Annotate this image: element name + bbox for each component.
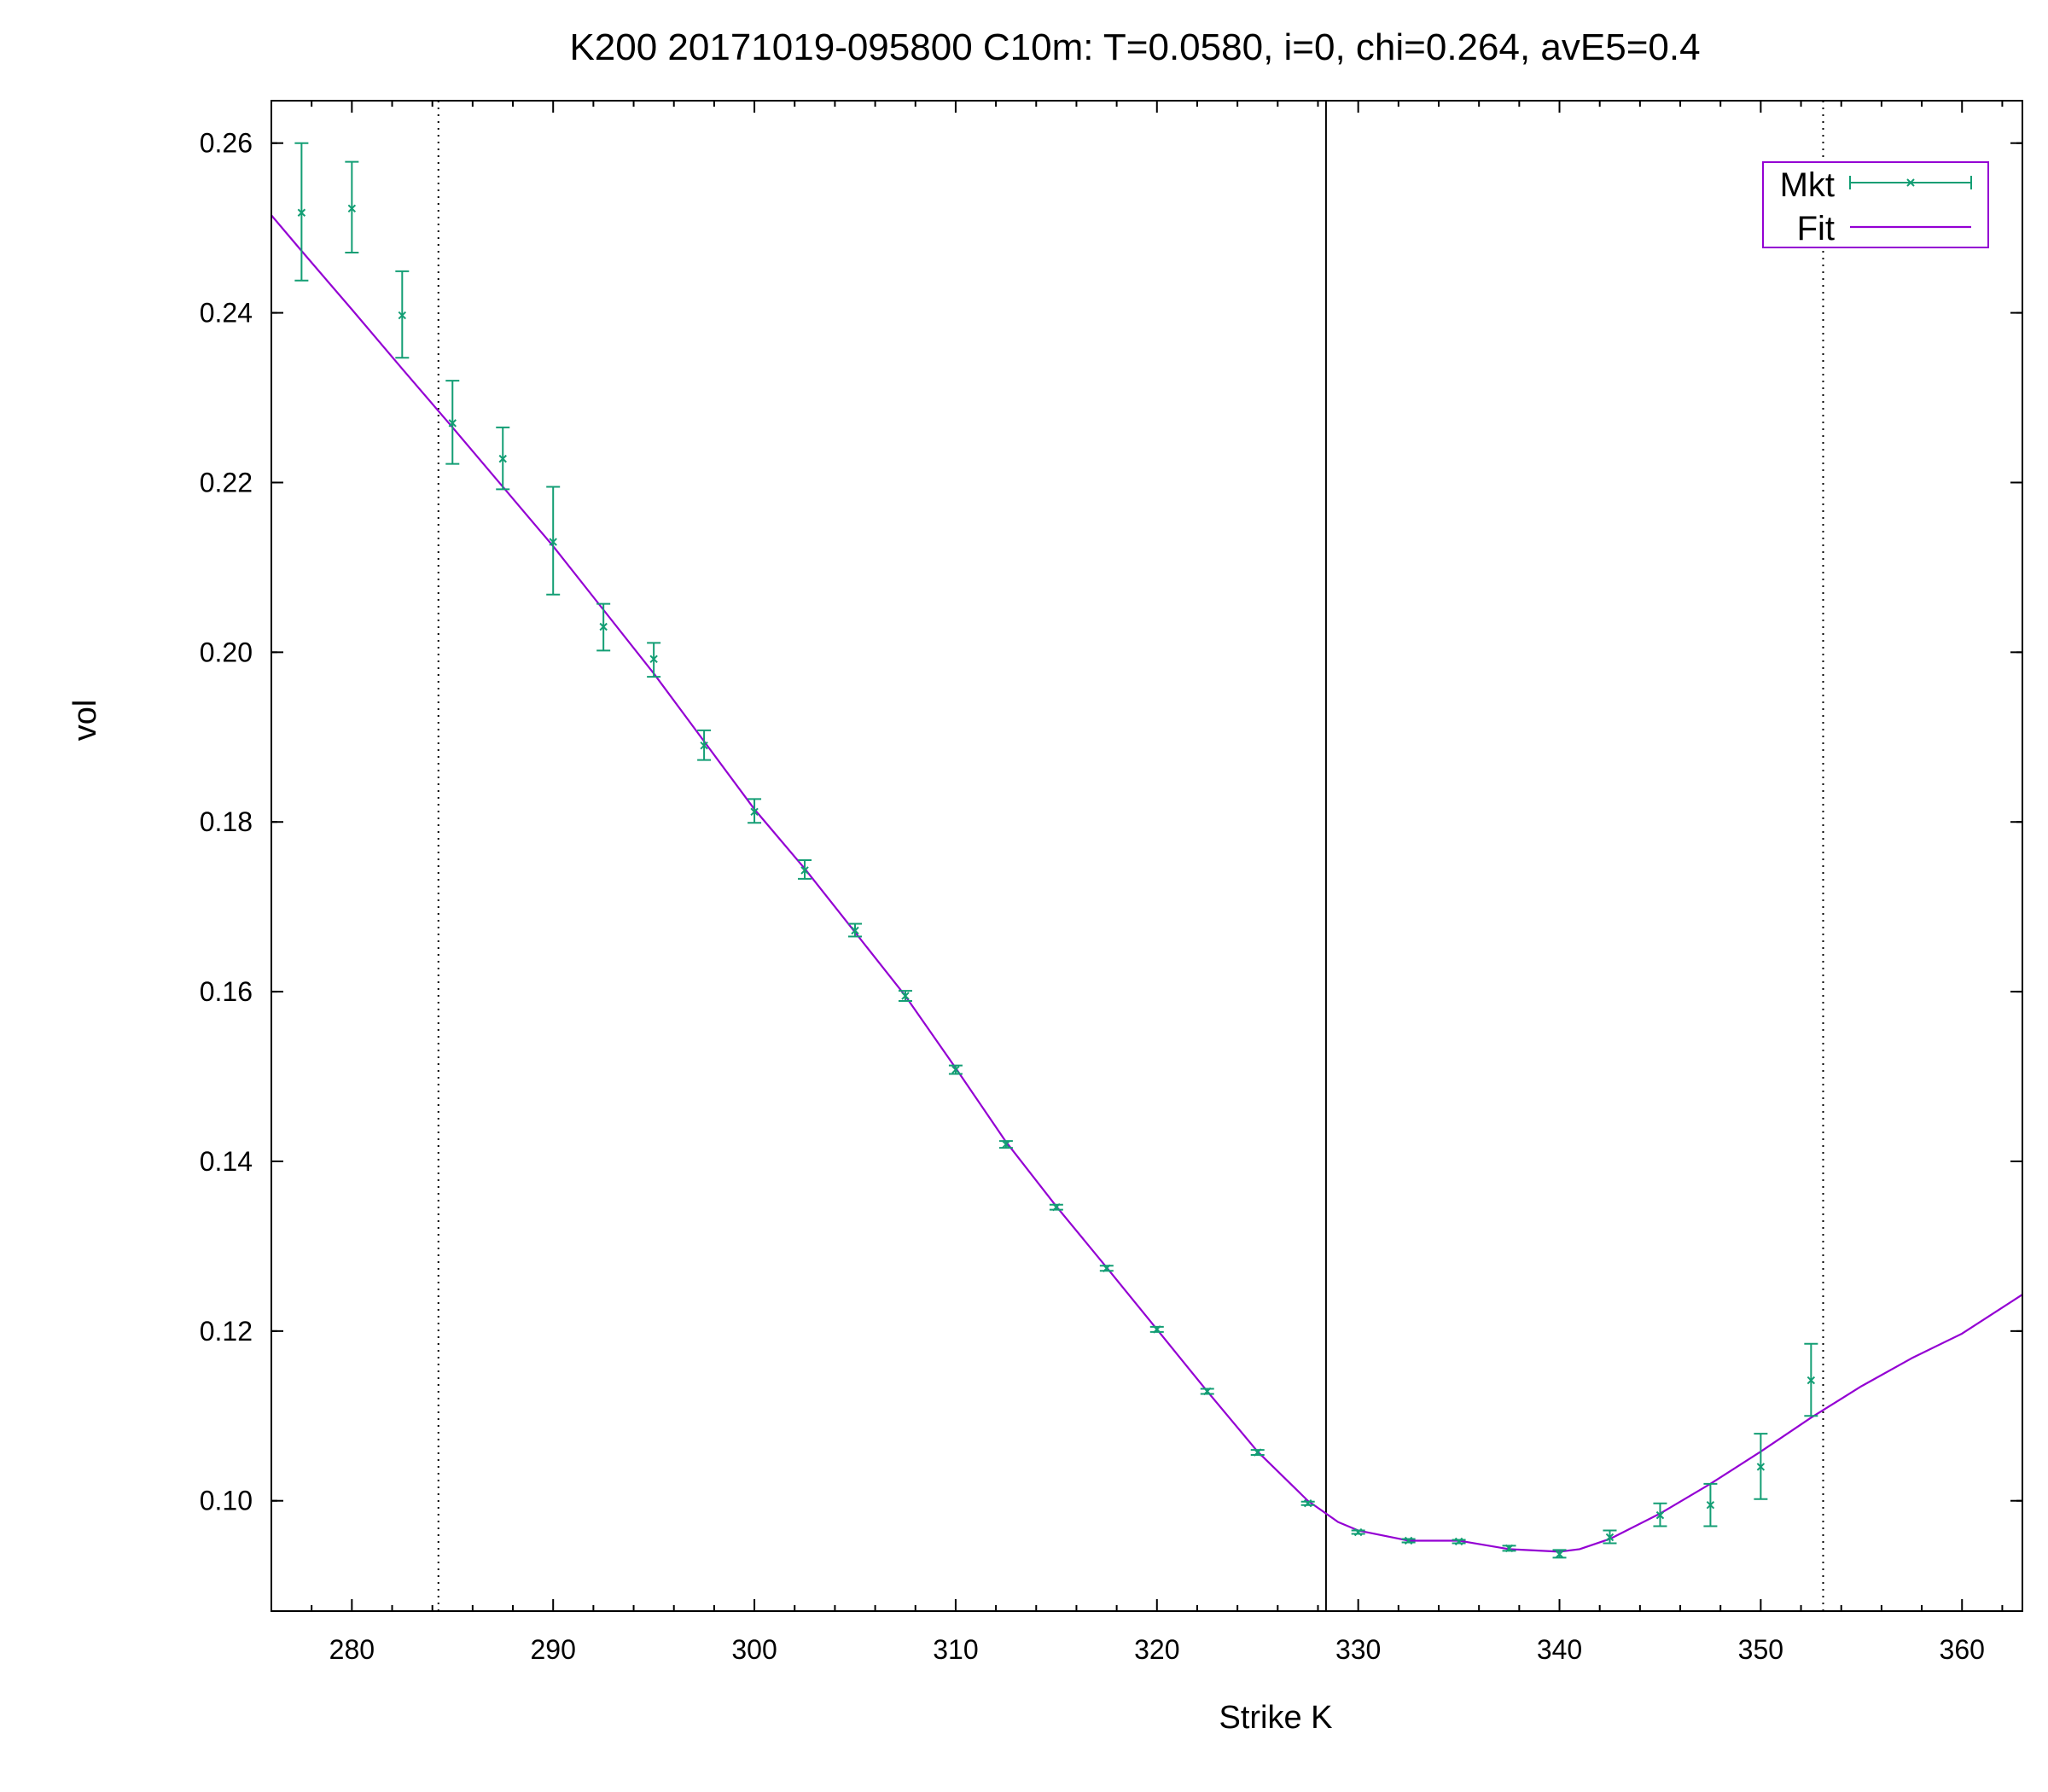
fit-line (271, 214, 2023, 1553)
mkt-point-14 (998, 1140, 1013, 1149)
x-tick-label-4: 320 (1134, 1634, 1179, 1665)
mkt-marker-17 (1153, 1325, 1161, 1334)
mkt-point-2 (395, 270, 410, 359)
legend-mkt-marker (1906, 178, 1915, 187)
mkt-point-28 (1703, 1482, 1718, 1527)
mkt-point-0 (294, 142, 309, 282)
mkt-marker-15 (1052, 1202, 1061, 1212)
mkt-marker-6 (599, 622, 608, 631)
x-tick-label-7: 350 (1738, 1634, 1783, 1665)
mkt-marker-12 (901, 992, 910, 1000)
x-tick-label-3: 310 (933, 1634, 978, 1665)
mkt-point-27 (1653, 1502, 1667, 1527)
mkt-marker-21 (1353, 1527, 1363, 1537)
mkt-point-20 (1300, 1499, 1315, 1508)
mkt-point-25 (1552, 1549, 1567, 1559)
mkt-point-12 (898, 990, 912, 1003)
mkt-marker-23 (1454, 1537, 1463, 1546)
y-tick-label-6: 0.22 (200, 467, 253, 497)
mkt-point-21 (1351, 1527, 1365, 1537)
mkt-point-5 (546, 486, 561, 596)
mkt-marker-10 (800, 866, 809, 875)
mkt-point-6 (596, 602, 611, 652)
mkt-point-10 (798, 858, 812, 880)
mkt-marker-11 (851, 926, 859, 935)
mkt-point-1 (345, 160, 359, 253)
x-tick-label-1: 290 (531, 1634, 576, 1665)
x-tick-label-2: 300 (731, 1634, 777, 1665)
mkt-point-7 (647, 642, 661, 678)
mkt-point-29 (1754, 1433, 1768, 1500)
mkt-marker-28 (1706, 1500, 1715, 1510)
mkt-point-22 (1401, 1536, 1416, 1545)
y-tick-label-1: 0.12 (200, 1316, 253, 1347)
mkt-marker-3 (448, 419, 457, 428)
mkt-point-9 (748, 798, 762, 824)
x-tick-label-8: 360 (1940, 1634, 1985, 1665)
mkt-marker-2 (398, 311, 407, 320)
mkt-marker-20 (1303, 1499, 1312, 1508)
mkt-marker-27 (1655, 1510, 1665, 1520)
y-tick-label-3: 0.16 (200, 976, 253, 1007)
mkt-point-17 (1149, 1325, 1164, 1334)
axis-ticks (271, 101, 2022, 1611)
mkt-marker-19 (1254, 1448, 1262, 1457)
chart-title: K200 20171019-095800 C10m: T=0.0580, i=0… (569, 26, 1700, 68)
legend-box (1762, 161, 1989, 248)
mkt-marker-13 (951, 1065, 960, 1074)
legend-sample-mkt (1849, 176, 1972, 189)
mkt-marker-16 (1103, 1264, 1111, 1272)
x-tick-labels: 280 290 300 310 320 330 340 350 360 (329, 1634, 1985, 1665)
legend-label-fit: Fit (1797, 210, 1835, 247)
mkt-marker-9 (750, 807, 759, 816)
y-tick-label-7: 0.24 (200, 298, 253, 329)
mkt-point-26 (1603, 1529, 1617, 1545)
mkt-marker-18 (1203, 1387, 1212, 1396)
mkt-marker-25 (1555, 1550, 1564, 1559)
mkt-marker-4 (498, 454, 507, 463)
mkt-marker-8 (700, 742, 708, 750)
fit-series (271, 214, 2023, 1553)
mkt-point-24 (1502, 1544, 1516, 1553)
x-tick-label-0: 280 (329, 1634, 375, 1665)
x-tick-label-5: 330 (1335, 1634, 1381, 1665)
mkt-point-16 (1099, 1264, 1114, 1272)
mkt-marker-29 (1756, 1463, 1766, 1471)
plot-frame (271, 100, 2023, 1612)
mkt-marker-1 (347, 204, 357, 212)
mkt-series (294, 142, 1818, 1559)
y-tick-label-0: 0.10 (200, 1486, 253, 1516)
x-tick-label-6: 340 (1537, 1634, 1582, 1665)
legend: Mkt Fit (1762, 161, 1989, 248)
y-tick-label-4: 0.18 (200, 806, 253, 837)
y-tick-label-5: 0.20 (200, 637, 253, 667)
mkt-point-18 (1200, 1387, 1214, 1396)
mkt-marker-26 (1605, 1533, 1615, 1542)
legend-label-mkt: Mkt (1780, 166, 1835, 204)
y-axis-label: vol (67, 700, 103, 742)
mkt-marker-22 (1404, 1536, 1413, 1545)
reference-lines (437, 101, 1824, 1611)
mkt-marker-30 (1807, 1376, 1816, 1385)
y-tick-labels: 0.10 0.12 0.14 0.16 0.18 0.20 0.22 0.24 0.26 (200, 128, 253, 1516)
x-axis-label: Strike K (1219, 1700, 1332, 1736)
mkt-point-4 (496, 426, 510, 491)
mkt-marker-5 (549, 538, 557, 546)
mkt-marker-14 (1002, 1140, 1010, 1149)
mkt-point-8 (697, 729, 712, 761)
mkt-point-11 (848, 922, 862, 938)
y-tick-label-2: 0.14 (200, 1146, 253, 1177)
mkt-point-15 (1049, 1202, 1063, 1212)
y-tick-label-8: 0.26 (200, 128, 253, 159)
mkt-point-3 (445, 380, 460, 465)
mkt-marker-0 (297, 208, 306, 217)
mkt-point-13 (948, 1064, 963, 1075)
mkt-marker-24 (1504, 1544, 1514, 1553)
mkt-point-23 (1452, 1537, 1466, 1546)
mkt-point-30 (1804, 1342, 1818, 1417)
mkt-marker-7 (649, 655, 658, 664)
mkt-point-19 (1250, 1448, 1265, 1457)
